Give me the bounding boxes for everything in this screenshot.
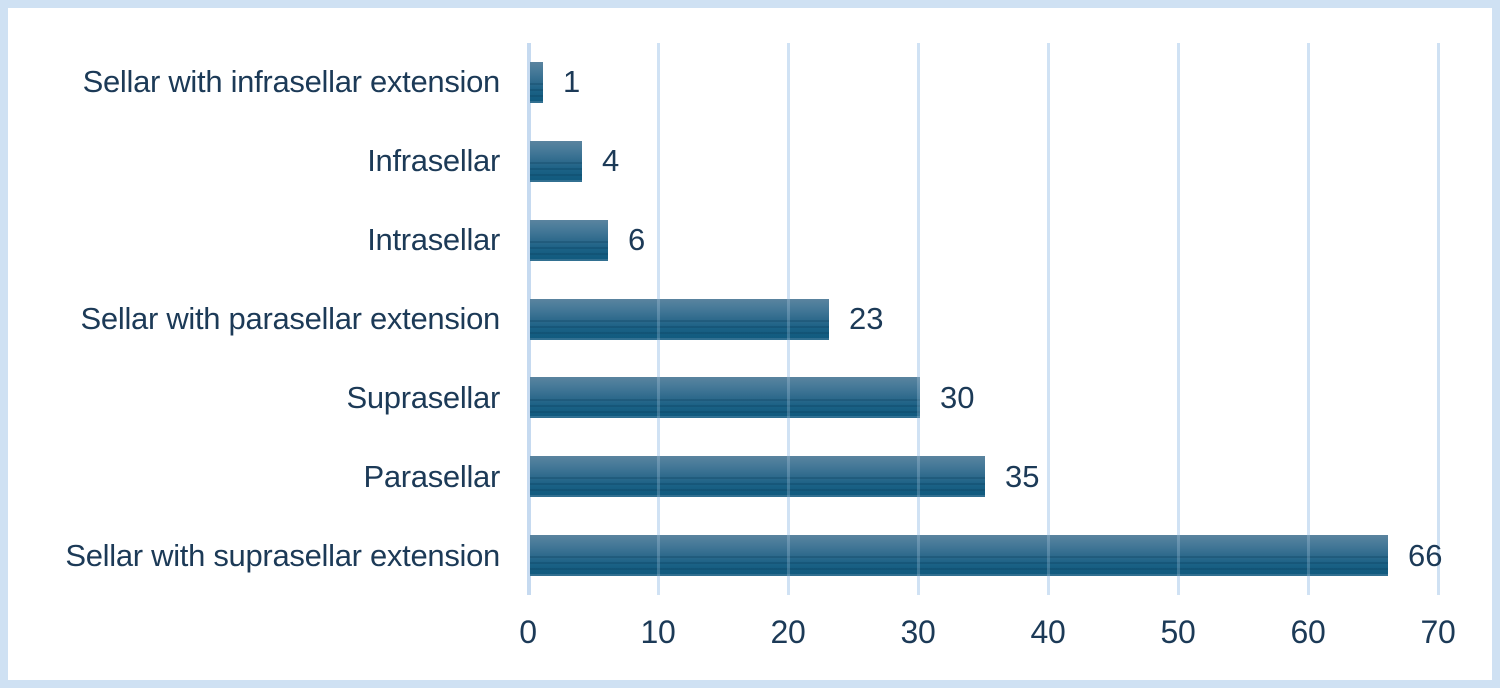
- bar-track: 23: [530, 298, 1492, 340]
- bar-track: 6: [530, 219, 1492, 261]
- chart-row: Sellar with suprasellar extension 66: [8, 516, 1492, 595]
- bar-track: 1: [530, 61, 1492, 103]
- gridline-0: [526, 43, 531, 595]
- value-label: 6: [628, 222, 646, 258]
- bar: [530, 377, 920, 419]
- bar: [530, 298, 829, 340]
- chart-row: Intrasellar 6: [8, 201, 1492, 280]
- bar-track: 4: [530, 140, 1492, 182]
- bar-track: 30: [530, 377, 1492, 419]
- bar: [530, 140, 582, 182]
- category-label: Sellar with infrasellar extension: [82, 64, 501, 100]
- value-label: 4: [602, 143, 620, 179]
- x-tick-label: 20: [770, 614, 806, 650]
- x-tick-label: 0: [519, 614, 537, 650]
- bar: [530, 61, 543, 103]
- bar-track: 35: [530, 456, 1492, 498]
- bar: [530, 456, 985, 498]
- value-label: 30: [940, 379, 975, 415]
- x-tick-label: 50: [1160, 614, 1196, 650]
- x-tick-label: 10: [640, 614, 676, 650]
- bar-track: 66: [530, 535, 1492, 577]
- category-label: Intrasellar: [367, 222, 500, 258]
- chart-row: Sellar with parasellar extension 23: [8, 280, 1492, 359]
- value-label: 1: [563, 64, 581, 100]
- x-tick-label: 30: [900, 614, 936, 650]
- value-label: 23: [849, 301, 884, 336]
- chart-row: Infrasellar 4: [8, 122, 1492, 201]
- gridline-40: [1046, 43, 1050, 595]
- plot-area: Sellar with infrasellar extension 1 Infr…: [8, 43, 1492, 595]
- gridline-50: [1176, 43, 1180, 595]
- chart-row: Parasellar 35: [8, 437, 1492, 516]
- x-tick-label: 60: [1290, 614, 1326, 650]
- gridline-60: [1306, 43, 1310, 595]
- value-label: 66: [1408, 537, 1443, 573]
- chart-row: Sellar with infrasellar extension 1: [8, 43, 1492, 122]
- category-label: Sellar with suprasellar extension: [65, 537, 500, 573]
- value-label: 35: [1005, 458, 1040, 494]
- bar: [530, 535, 1388, 577]
- chart-row: Suprasellar 30: [8, 358, 1492, 437]
- category-label: Sellar with parasellar extension: [80, 300, 501, 336]
- bar: [530, 219, 608, 261]
- category-label: Infrasellar: [367, 143, 500, 179]
- gridline-30: [916, 43, 920, 595]
- gridline-70: [1436, 43, 1440, 595]
- category-label: Suprasellar: [346, 379, 500, 415]
- category-label: Parasellar: [363, 458, 500, 494]
- x-tick-label: 40: [1030, 614, 1066, 650]
- x-tick-label: 70: [1420, 614, 1456, 650]
